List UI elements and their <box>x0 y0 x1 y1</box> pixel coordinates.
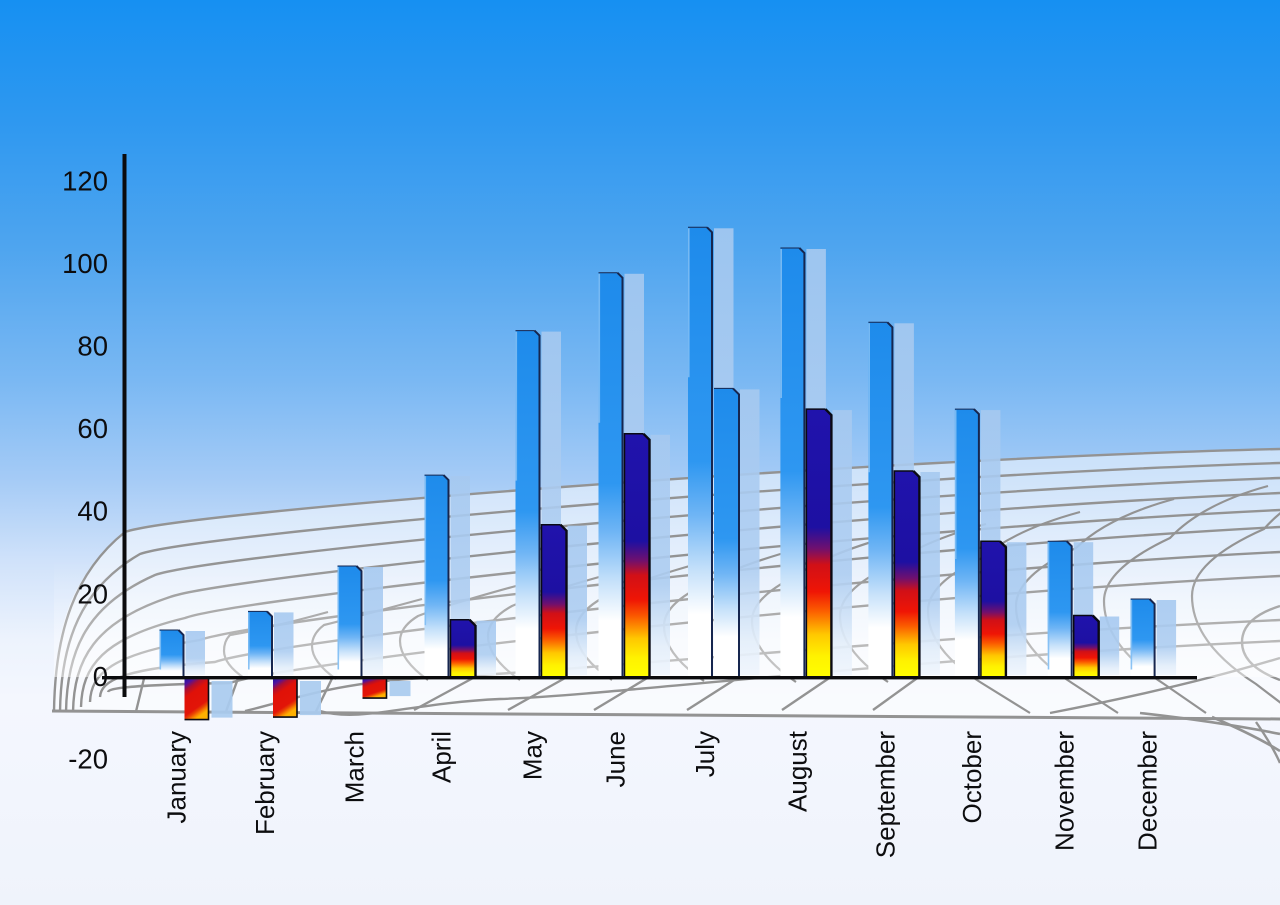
svg-text:January: January <box>162 731 192 824</box>
svg-text:May: May <box>518 731 548 780</box>
svg-text:June: June <box>601 731 631 787</box>
svg-text:October: October <box>957 731 987 824</box>
svg-text:November: November <box>1050 731 1080 851</box>
svg-text:July: July <box>690 731 720 777</box>
svg-text:20: 20 <box>77 578 108 609</box>
svg-text:100: 100 <box>62 248 108 279</box>
svg-text:December: December <box>1133 731 1163 851</box>
svg-text:March: March <box>340 731 370 803</box>
svg-text:February: February <box>250 731 280 835</box>
svg-text:August: August <box>782 730 812 812</box>
svg-text:September: September <box>870 731 900 859</box>
svg-text:60: 60 <box>77 413 108 444</box>
svg-text:April: April <box>427 731 457 783</box>
svg-text:-20: -20 <box>68 744 108 775</box>
svg-text:80: 80 <box>77 331 108 362</box>
svg-text:0: 0 <box>93 661 108 692</box>
svg-text:120: 120 <box>62 165 108 196</box>
svg-text:40: 40 <box>77 496 108 527</box>
